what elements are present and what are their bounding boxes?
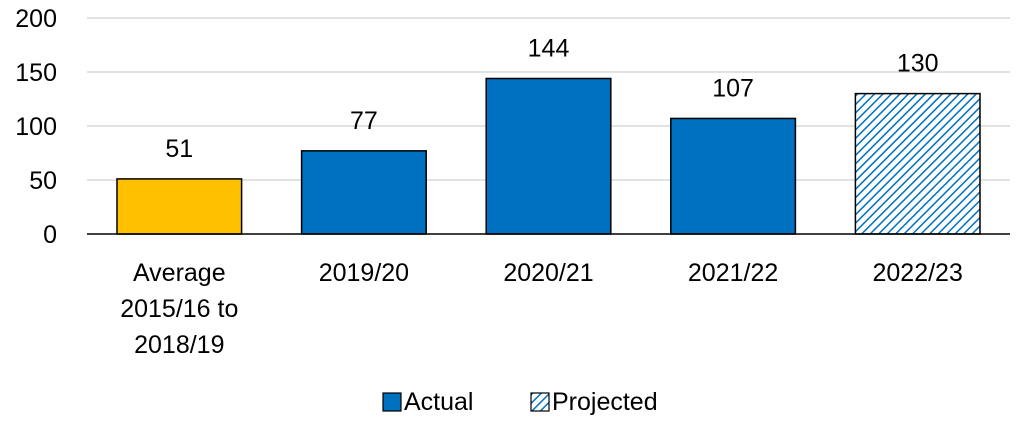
legend-label-projected: Projected (552, 388, 658, 416)
category-label: 2019/20 (319, 259, 409, 287)
legend-label-actual: Actual (404, 388, 473, 416)
category-label: 2022/23 (873, 259, 963, 287)
data-label: 130 (897, 50, 939, 78)
data-label: 107 (712, 74, 754, 102)
data-label: 51 (165, 135, 193, 163)
y-tick-label: 0 (43, 221, 57, 249)
bar-actual (300, 150, 427, 235)
category-label: Average 2015/16 to 2018/19 (120, 259, 238, 359)
category-label: 2021/22 (688, 259, 778, 287)
labels: 0 50 100 150 200 51 Average 2015/16 to 2018/19 77… (15, 5, 963, 359)
bars (116, 77, 981, 235)
y-tick-label: 50 (29, 167, 57, 195)
data-label: 144 (528, 34, 570, 62)
data-label: 77 (350, 107, 378, 135)
y-tick-label: 150 (15, 59, 57, 87)
bar-actual (485, 77, 612, 235)
legend-swatch-projected (530, 392, 550, 412)
legend: Actual Projected (382, 388, 658, 416)
bar-projected (854, 92, 981, 235)
y-tick-label: 200 (15, 5, 57, 33)
bar-actual (670, 117, 797, 235)
legend-swatch-actual (382, 392, 402, 412)
bar-average (116, 178, 243, 235)
y-tick-label: 100 (15, 113, 57, 141)
category-label: 2020/21 (503, 259, 593, 287)
